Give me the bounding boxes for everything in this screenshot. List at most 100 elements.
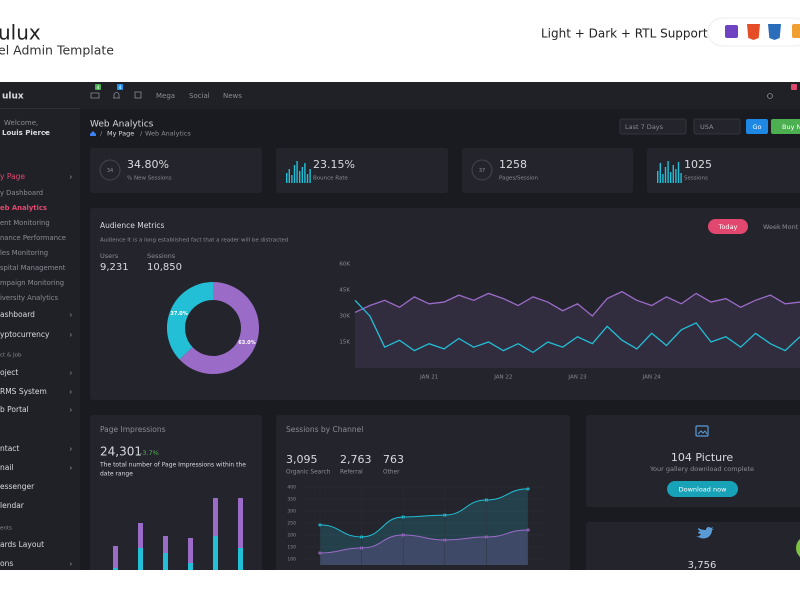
user-name: Louis Pierce — [2, 129, 50, 137]
stat-label: Pages/Session — [499, 176, 539, 182]
page-title: Web Analytics — [90, 120, 154, 130]
sidebar-item[interactable]: ntact — [0, 444, 19, 453]
nav-link[interactable]: Mega — [156, 92, 175, 100]
x-tick-label: JAN 21 — [419, 375, 438, 381]
user-caret — [44, 132, 48, 134]
sidebar-item[interactable]: y Page — [0, 172, 25, 181]
stacked-bar — [113, 568, 118, 570]
sidebar-item[interactable]: mpaign Monitoring — [0, 279, 64, 287]
sidebar-item[interactable]: oject — [0, 368, 18, 377]
sidebar-item[interactable]: y Dashboard — [0, 189, 43, 197]
y-tick-label: 45K — [339, 287, 350, 293]
donut-slice — [179, 282, 259, 374]
stat-card — [276, 148, 448, 193]
stacked-bar — [163, 536, 168, 553]
sidebar-item[interactable]: RMS System — [0, 387, 47, 396]
y-tick-label: 60K — [339, 261, 350, 267]
brand: ulux — [0, 21, 41, 45]
chevron — [69, 333, 72, 337]
nav-link[interactable]: Social — [189, 92, 210, 100]
spark-bar — [296, 161, 298, 183]
chevron — [69, 175, 72, 179]
dashboard: ulux Welcome, Louis Pierce y Page y Dashboar… — [0, 82, 800, 570]
y-tick-label: 300 — [287, 509, 296, 515]
stat-badge: 34 — [107, 168, 113, 174]
line-series — [354, 290, 800, 317]
x-tick-label: JAN 23 — [567, 375, 587, 381]
nav-link[interactable]: News — [223, 92, 242, 100]
sidebar-item[interactable]: les Monitoring — [0, 249, 48, 257]
stacked-bar — [163, 553, 168, 570]
buy-button[interactable] — [771, 119, 800, 134]
sidebar-item[interactable]: spital Management — [0, 264, 66, 272]
country-select[interactable] — [693, 118, 741, 135]
sidebar-brand: ulux — [2, 92, 24, 102]
y-tick-label: 200 — [287, 533, 296, 539]
breadcrumb[interactable]: My Page — [107, 130, 134, 138]
search-icon[interactable] — [767, 93, 773, 99]
sidebar-item[interactable]: ards Layout — [0, 540, 44, 549]
sidebar-item[interactable]: ons — [0, 559, 13, 568]
chat-button[interactable] — [796, 536, 800, 560]
metric-label: Referral — [340, 470, 363, 476]
channels-card — [276, 415, 570, 570]
sidebar-item[interactable]: iversity Analytics — [0, 294, 58, 302]
sidebar-item[interactable]: ashboard — [0, 310, 35, 319]
donut-slice — [167, 282, 214, 360]
spark-bar — [299, 171, 301, 183]
card-description: Audience It is a long established fact t… — [100, 238, 288, 244]
area-fill — [320, 488, 528, 565]
spark-bar — [291, 175, 293, 183]
sidebar-section: ents — [0, 526, 12, 532]
stacked-bar — [238, 498, 243, 548]
area-fill — [320, 529, 528, 565]
metric-label: Users — [100, 252, 119, 260]
badge — [117, 84, 123, 90]
sidebar-item[interactable]: ent Monitoring — [0, 219, 50, 227]
sidebar — [0, 82, 80, 570]
topbar — [80, 82, 800, 109]
spark-bar — [677, 162, 680, 183]
gallery-subtitle: Your gallery download complete — [649, 465, 754, 473]
sidebar-item[interactable]: yptocurrency — [0, 330, 50, 339]
card-description: The total number of Page Impressions wit… — [99, 462, 246, 469]
chevron — [69, 408, 72, 412]
go-button[interactable] — [746, 119, 768, 134]
tab[interactable]: Today — [718, 223, 738, 231]
stacked-bar — [138, 548, 143, 570]
gallery-card — [586, 415, 800, 507]
tab[interactable]: Week — [763, 223, 781, 231]
metric-value: 763 — [383, 453, 404, 466]
range-select[interactable] — [619, 118, 687, 135]
line-area — [355, 291, 800, 368]
sidebar-item[interactable]: lendar — [0, 501, 25, 510]
sidebar-item[interactable]: eb Analytics — [0, 204, 47, 212]
spark-bar — [672, 165, 674, 183]
home-icon — [90, 131, 96, 136]
metric-value: 9,231 — [100, 262, 129, 273]
sidebar-item[interactable]: nail — [0, 463, 14, 472]
badge-count: 4 — [97, 85, 100, 91]
metric-label: Organic Search — [286, 470, 331, 476]
card-title: Audience Metrics — [100, 221, 165, 230]
sidebar-item[interactable]: essenger — [0, 482, 35, 491]
y-tick-label: 15K — [339, 339, 350, 345]
area-line — [319, 529, 529, 554]
sidebar-section: ct & Job — [0, 353, 22, 359]
chevron — [69, 390, 72, 394]
spark-bar — [293, 165, 296, 183]
breadcrumb-sep: / — [100, 130, 103, 138]
support-text: Light + Dark + RTL Support — [541, 27, 708, 41]
stacked-bar — [213, 498, 218, 536]
twitter-card — [586, 522, 800, 570]
download-button[interactable] — [667, 481, 738, 497]
tab-active[interactable] — [708, 219, 748, 234]
spark-bar — [301, 167, 303, 183]
sidebar-item[interactable]: b Portal — [0, 405, 29, 414]
stacked-bar — [113, 546, 118, 568]
buy-label: Buy N — [782, 123, 800, 131]
spark-bar — [675, 169, 677, 183]
tab[interactable]: Mont — [782, 223, 799, 231]
sidebar-item[interactable]: nance Performance — [0, 234, 66, 242]
